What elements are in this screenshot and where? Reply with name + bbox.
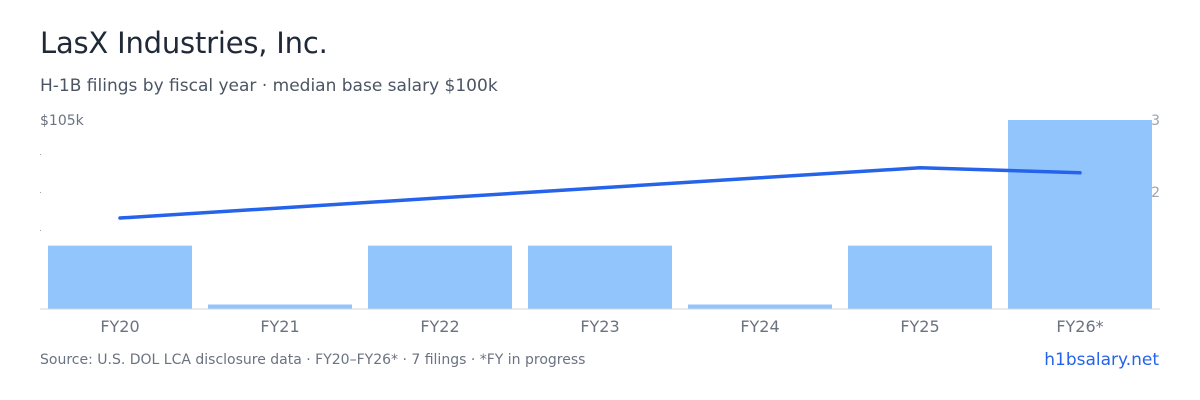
x-tick-label: FY21: [260, 317, 299, 336]
bar: [368, 245, 512, 309]
bar: [1008, 120, 1152, 309]
left-axis-tick-label: $105k: [40, 113, 85, 129]
bar: [848, 245, 992, 309]
bar: [48, 245, 192, 309]
left-axis-tick-mark: [40, 192, 41, 193]
source-note: Source: U.S. DOL LCA disclosure data · F…: [40, 352, 586, 368]
bar: [688, 304, 832, 309]
x-tick-label: FY25: [900, 317, 939, 336]
x-tick-label: FY24: [740, 317, 779, 336]
x-tick-label: FY23: [580, 317, 619, 336]
chart-title: LasX Industries, Inc.: [40, 26, 328, 60]
left-axis-tick-mark: [40, 154, 41, 155]
left-axis-tick-mark: [40, 230, 41, 231]
bar: [528, 245, 672, 309]
x-tick-label: FY22: [420, 317, 459, 336]
right-axis-tick-label: 3: [1151, 113, 1160, 129]
brand-link[interactable]: h1bsalary.net: [1044, 350, 1159, 370]
right-axis-tick-label: 2: [1151, 185, 1160, 201]
bar: [208, 304, 352, 309]
chart-subtitle: H-1B filings by fiscal year · median bas…: [40, 76, 498, 96]
x-tick-label: FY26*: [1056, 317, 1103, 336]
salary-line: [118, 166, 1082, 220]
x-tick-label: FY20: [100, 317, 139, 336]
